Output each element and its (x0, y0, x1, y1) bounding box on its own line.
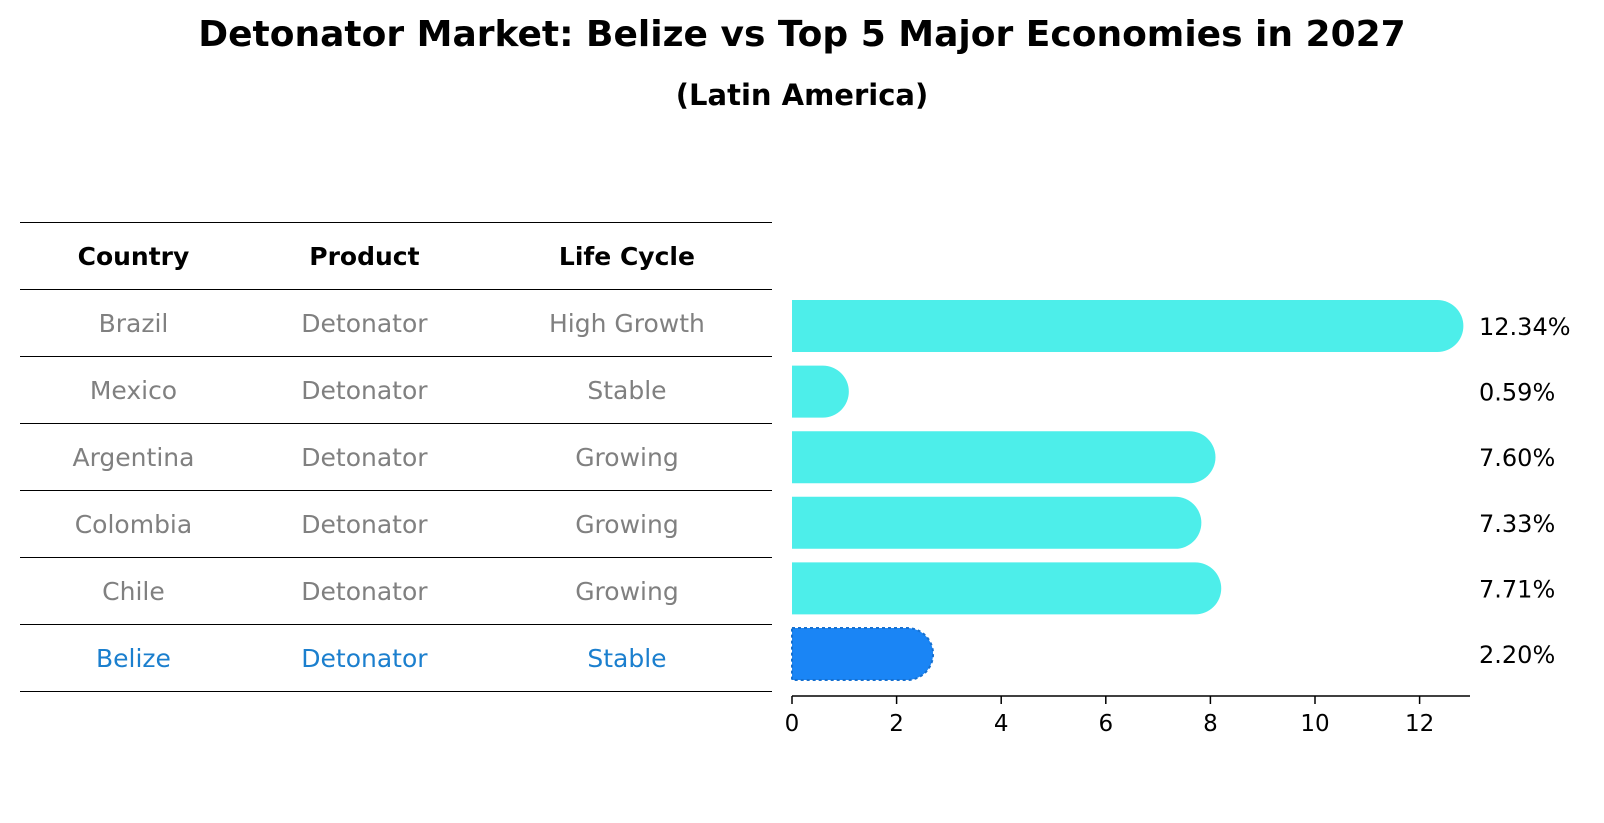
cell-product: Detonator (246, 557, 482, 625)
cell-country: Chile (20, 557, 247, 625)
table-header-row: Country Product Life Cycle (20, 222, 772, 290)
table-row: Argentina Detonator Growing (20, 423, 772, 491)
bar-brazil (792, 300, 1464, 352)
bar-chile (792, 562, 1222, 615)
cell-country: Belize (20, 624, 247, 692)
value-label-argentina: 7.60% (1479, 444, 1555, 472)
table-row: Brazil Detonator High Growth (20, 289, 772, 357)
header-life-cycle: Life Cycle (481, 222, 772, 290)
x-tick-label: 0 (785, 711, 800, 737)
cell-product: Detonator (246, 356, 482, 424)
cell-life-cycle: Growing (481, 423, 772, 491)
x-tick-label: 8 (1203, 711, 1218, 737)
bar-colombia (792, 496, 1202, 549)
cell-life-cycle: Stable (481, 356, 772, 424)
x-tick-label: 4 (994, 711, 1009, 737)
cell-life-cycle: High Growth (481, 289, 772, 357)
cell-life-cycle: Growing (481, 490, 772, 558)
value-label-chile: 7.71% (1479, 575, 1555, 603)
x-tick-label: 12 (1405, 711, 1434, 737)
cell-product: Detonator (246, 490, 482, 558)
cell-life-cycle: Growing (481, 557, 772, 625)
cell-country: Colombia (20, 490, 247, 558)
table-row-highlight: Belize Detonator Stable (20, 624, 772, 692)
value-label-colombia: 7.33% (1479, 510, 1555, 538)
table-row: Mexico Detonator Stable (20, 356, 772, 424)
chart-title: Detonator Market: Belize vs Top 5 Major … (198, 14, 1406, 55)
bar-argentina (792, 431, 1216, 484)
chart-subtitle: (Latin America) (675, 78, 929, 112)
header-product: Product (246, 222, 482, 290)
cell-country: Brazil (20, 289, 247, 357)
cell-country: Argentina (20, 423, 247, 491)
cell-life-cycle: Stable (481, 624, 772, 692)
value-label-brazil: 12.34% (1479, 313, 1571, 341)
cell-product: Detonator (246, 624, 482, 692)
x-tick-label: 10 (1300, 711, 1329, 737)
cell-product: Detonator (246, 289, 482, 357)
value-label-belize: 2.20% (1479, 641, 1555, 669)
cell-product: Detonator (246, 423, 482, 491)
bar-mexico (792, 365, 849, 418)
header-country: Country (20, 222, 247, 290)
x-tick-label: 6 (1098, 711, 1113, 737)
value-label-mexico: 0.59% (1479, 379, 1555, 407)
bar-belize (791, 627, 935, 681)
market-table: Country Product Life Cycle Brazil Detona… (20, 222, 772, 692)
table-row: Colombia Detonator Growing (20, 490, 772, 558)
table-row: Chile Detonator Growing (20, 557, 772, 625)
cell-country: Mexico (20, 356, 247, 424)
x-tick-label: 2 (889, 711, 904, 737)
